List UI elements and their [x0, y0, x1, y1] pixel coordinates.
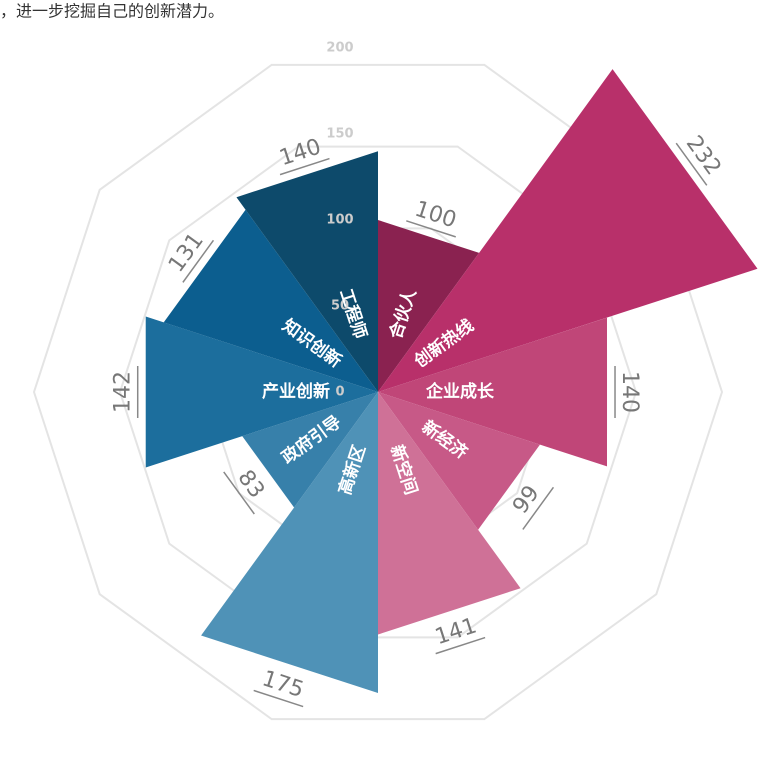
wedge	[145, 316, 378, 468]
value-label: 83	[232, 466, 269, 503]
value-underline	[182, 239, 215, 283]
category-label: 企业成长	[425, 381, 495, 402]
value-underline	[522, 486, 555, 530]
wedge	[378, 392, 521, 635]
value-underline	[279, 157, 330, 176]
value-label: 141	[432, 613, 480, 650]
wedge	[236, 151, 378, 392]
value-underline	[435, 636, 486, 655]
caption: ，进一步挖掘自己的创新潜力。	[0, 2, 224, 21]
tick-label: 100	[326, 213, 353, 228]
value-label: 99	[508, 481, 545, 518]
value-label: 142	[111, 371, 136, 413]
value-label: 140	[276, 134, 324, 171]
value-underline	[253, 689, 304, 708]
tick-label: 200	[326, 41, 353, 56]
value-underline	[675, 142, 708, 186]
value-underline	[406, 220, 456, 238]
grid-ring	[32, 63, 724, 721]
value-label-group: 140	[276, 134, 330, 176]
value-label-group: 141	[432, 613, 486, 655]
wedge	[201, 392, 378, 693]
value-label: 175	[259, 666, 307, 703]
wedge	[242, 392, 378, 508]
tick-label: 150	[326, 127, 353, 142]
tick-label: 50	[331, 299, 349, 314]
wedge	[378, 220, 480, 392]
value-label-group: 142	[111, 366, 139, 418]
wedge	[163, 209, 378, 392]
value-label: 140	[617, 371, 642, 413]
value-label-group: 140	[614, 366, 642, 418]
value-label-group: 100	[406, 197, 459, 238]
category-label: 产业创新	[262, 381, 330, 402]
wedge	[378, 392, 540, 530]
wedge	[378, 317, 608, 467]
value-underline	[223, 471, 255, 515]
tick-label: 0	[335, 385, 344, 400]
wedge	[378, 69, 758, 392]
value-label-group: 175	[253, 666, 307, 708]
